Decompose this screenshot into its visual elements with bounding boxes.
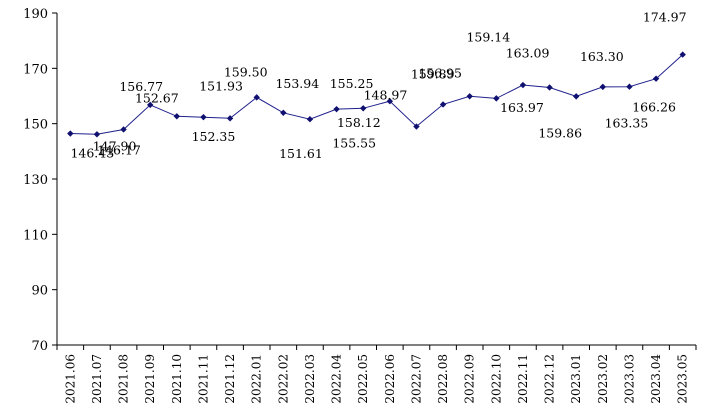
data-label: 163.09 xyxy=(506,45,550,60)
data-point xyxy=(652,75,660,82)
data-label: 158.12 xyxy=(337,115,381,130)
data-point xyxy=(200,113,207,121)
x-tick-label: 2022.10 xyxy=(489,354,503,404)
x-tick-label: 2023.05 xyxy=(676,354,690,404)
data-point xyxy=(359,105,367,112)
y-tick-label: 170 xyxy=(23,62,48,77)
y-tick-label: 70 xyxy=(31,339,48,354)
data-label: 159.89 xyxy=(411,66,455,81)
data-label: 166.26 xyxy=(632,100,676,115)
series-line xyxy=(70,54,684,135)
series-group xyxy=(67,51,686,138)
x-tick-label: 2023.03 xyxy=(622,354,636,404)
data-label: 156.95 xyxy=(418,65,462,80)
data-point xyxy=(67,130,74,137)
x-tick-label: 2022.06 xyxy=(383,354,397,404)
x-tick-label: 2023.01 xyxy=(569,354,583,404)
data-label: 146.17 xyxy=(97,142,141,157)
data-point xyxy=(599,83,607,91)
data-label: 159.14 xyxy=(466,29,510,44)
x-tick-label: 2021.11 xyxy=(196,354,210,404)
data-point xyxy=(173,113,181,120)
data-point xyxy=(306,116,314,123)
data-point xyxy=(146,101,154,109)
data-label: 147.90 xyxy=(93,138,137,153)
y-tick-label: 190 xyxy=(23,7,48,22)
data-label: 159.86 xyxy=(538,125,582,140)
data-point xyxy=(546,84,553,91)
data-label: 151.61 xyxy=(279,146,323,161)
x-tick-label: 2022.02 xyxy=(276,354,290,404)
data-point xyxy=(333,105,340,113)
data-point xyxy=(466,93,473,100)
y-tick-label: 110 xyxy=(23,228,48,243)
x-tick-label: 2022.01 xyxy=(250,354,264,404)
x-tick-label: 2021.09 xyxy=(143,354,157,404)
data-label: 152.67 xyxy=(135,90,179,105)
x-tick-label: 2023.02 xyxy=(596,354,610,404)
x-axis: 2021.06 2021.07 2021.08 2021.09 2021.10 2021.… xyxy=(56,344,697,404)
data-label: 146.43 xyxy=(70,146,114,161)
data-label: 163.97 xyxy=(500,100,544,115)
x-tick-label: 2022.09 xyxy=(463,354,477,404)
data-label: 148.97 xyxy=(364,88,408,103)
data-point xyxy=(253,94,260,101)
x-tick-label: 2021.07 xyxy=(90,354,104,404)
x-tick-label: 2022.05 xyxy=(356,354,370,404)
x-tick-label: 2022.03 xyxy=(303,354,317,404)
x-tick-label: 2021.06 xyxy=(63,354,77,404)
data-point xyxy=(572,93,580,100)
data-point xyxy=(626,83,633,90)
data-label: 153.94 xyxy=(275,76,319,91)
y-axis: 70 90 110 130 150 170 190 xyxy=(23,7,58,354)
x-tick-label: 2021.08 xyxy=(117,354,131,404)
data-point xyxy=(493,95,500,102)
x-tick-label: 2022.08 xyxy=(436,354,450,404)
data-point xyxy=(280,109,287,116)
data-point xyxy=(386,98,394,105)
data-label: 174.97 xyxy=(643,10,687,25)
data-label: 163.35 xyxy=(605,116,649,131)
x-tick-label: 2022.11 xyxy=(516,354,530,404)
x-tick-label: 2022.07 xyxy=(409,354,423,404)
x-tick-label: 2023.04 xyxy=(649,354,663,404)
data-label: 152.35 xyxy=(192,129,236,144)
data-point xyxy=(413,123,420,130)
data-point xyxy=(519,81,527,89)
y-tick-label: 90 xyxy=(31,284,48,299)
data-label: 159.50 xyxy=(224,64,268,79)
data-point xyxy=(120,126,127,133)
data-label: 156.77 xyxy=(119,79,163,94)
data-label: 151.93 xyxy=(199,78,243,93)
data-point xyxy=(226,115,234,122)
data-point xyxy=(93,131,101,138)
data-label: 163.30 xyxy=(580,49,624,64)
x-tick-label: 2022.04 xyxy=(330,354,344,404)
data-label: 155.25 xyxy=(330,76,374,91)
y-tick-label: 150 xyxy=(23,118,48,133)
x-tick-label: 2021.10 xyxy=(170,354,184,404)
y-tick-label: 130 xyxy=(23,173,48,188)
x-tick-label: 2021.12 xyxy=(223,354,237,404)
data-point xyxy=(679,51,686,58)
data-label: 155.55 xyxy=(332,135,376,150)
x-tick-label: 2022.12 xyxy=(543,354,557,404)
data-point xyxy=(439,101,447,108)
